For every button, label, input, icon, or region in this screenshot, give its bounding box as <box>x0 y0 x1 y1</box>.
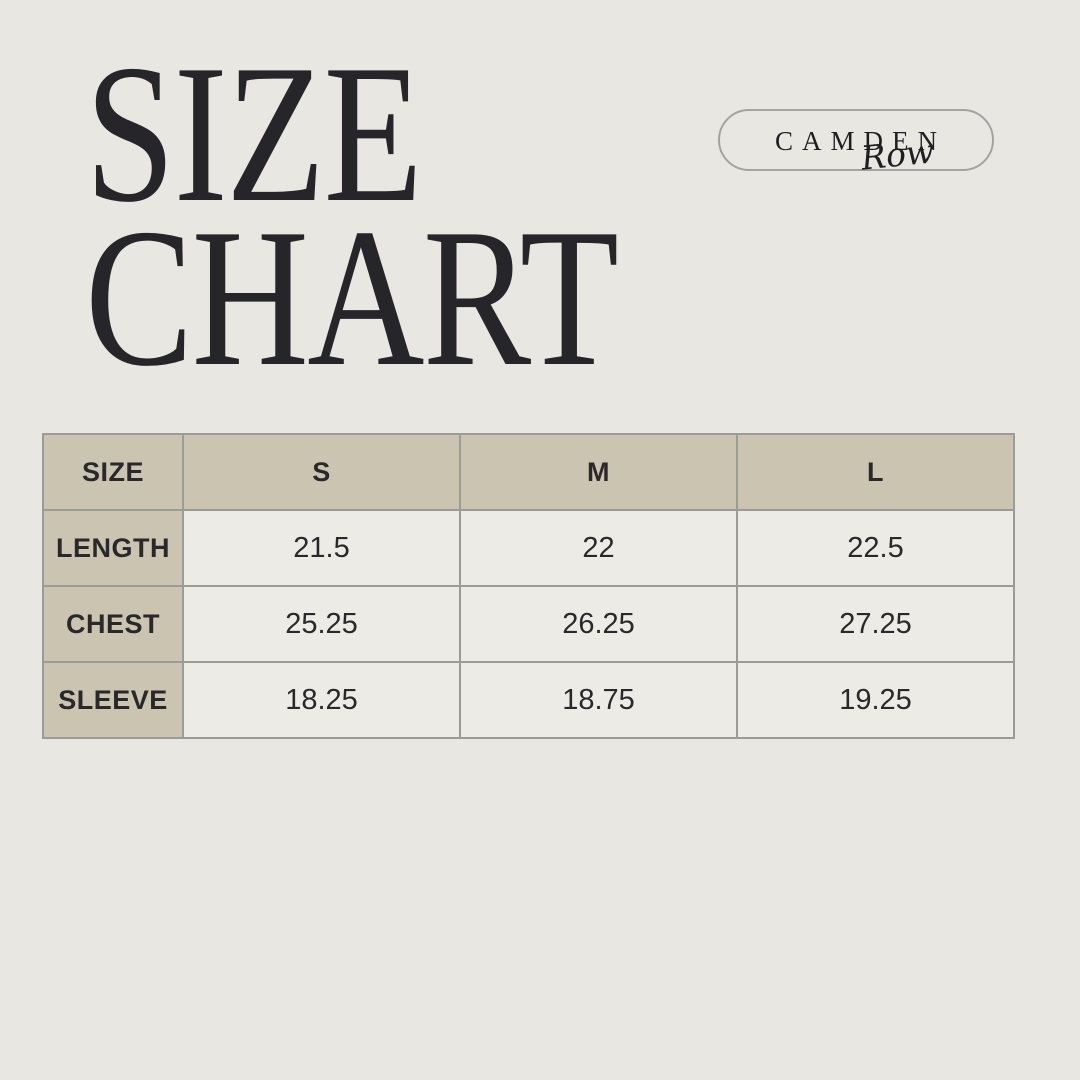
table-row-sleeve: SLEEVE 18.25 18.75 19.25 <box>42 661 1015 739</box>
header-cell-m: M <box>459 433 738 511</box>
row-label-sleeve: SLEEVE <box>42 661 184 739</box>
table-header-row: SIZE S M L <box>42 433 1015 511</box>
table-row-length: LENGTH 21.5 22 22.5 <box>42 509 1015 587</box>
page-title-line1: SIZE <box>85 24 423 243</box>
size-table: SIZE S M L LENGTH 21.5 22 22.5 CHEST 25.… <box>42 433 1015 739</box>
header-cell-s: S <box>182 433 461 511</box>
chest-m-value: 26.25 <box>459 585 738 663</box>
page-title-line2: CHART <box>85 188 619 407</box>
brand-logo-badge: CAMDEN Row <box>718 109 994 178</box>
header-cell-l: L <box>736 433 1015 511</box>
brand-script-name: Row <box>859 131 937 178</box>
length-s-value: 21.5 <box>182 509 461 587</box>
row-label-chest: CHEST <box>42 585 184 663</box>
table-row-chest: CHEST 25.25 26.25 27.25 <box>42 585 1015 663</box>
chest-s-value: 25.25 <box>182 585 461 663</box>
length-l-value: 22.5 <box>736 509 1015 587</box>
brand-name: CAMDEN <box>774 126 946 156</box>
row-label-length: LENGTH <box>42 509 184 587</box>
sleeve-l-value: 19.25 <box>736 661 1015 739</box>
length-m-value: 22 <box>459 509 738 587</box>
chest-l-value: 27.25 <box>736 585 1015 663</box>
sleeve-s-value: 18.25 <box>182 661 461 739</box>
page-title: SIZE CHART <box>85 24 619 407</box>
header-cell-size: SIZE <box>42 433 184 511</box>
sleeve-m-value: 18.75 <box>459 661 738 739</box>
